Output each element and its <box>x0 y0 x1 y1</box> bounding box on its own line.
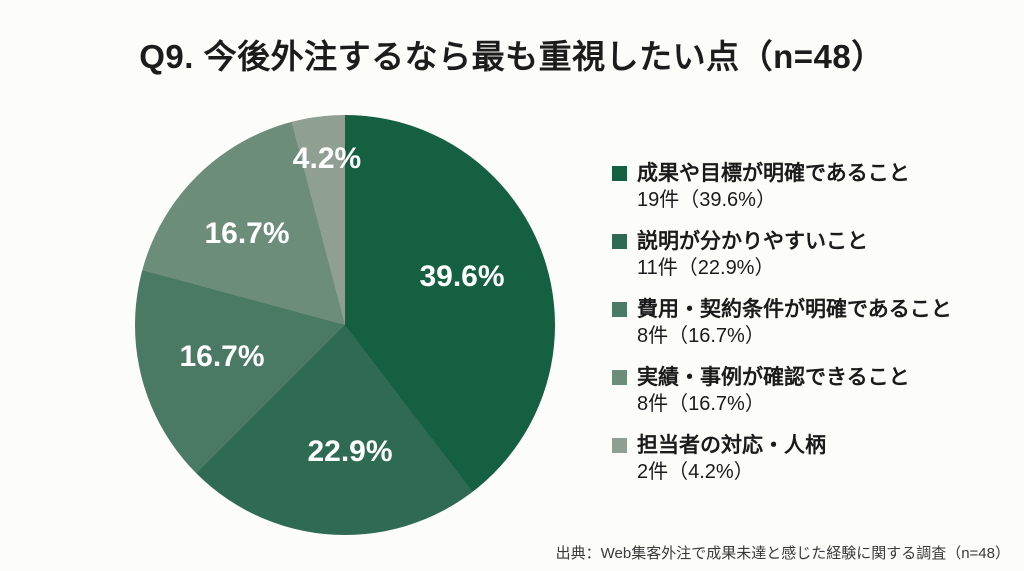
chart-title: Q9. 今後外注するなら最も重視したい点（n=48） <box>139 38 885 75</box>
legend-label: 実績・事例が確認できること <box>637 366 910 389</box>
legend-label: 担当者の対応・人柄 <box>637 434 826 457</box>
pie-slice-label-2: 22.9% <box>307 435 393 468</box>
legend-text: 費用・契約条件が明確であること 8件（16.7%） <box>637 296 952 350</box>
legend-item-1: 成果や目標が明確であること 19件（39.6%） <box>612 160 1012 214</box>
legend-swatch-icon <box>612 302 627 317</box>
pie-slice-label-3: 16.7% <box>179 340 265 373</box>
pie-slice-label-1: 39.6% <box>419 260 505 293</box>
legend-item-4: 実績・事例が確認できること 8件（16.7%） <box>612 364 1012 418</box>
legend-swatch-icon <box>612 166 627 181</box>
legend-item-2: 説明が分かりやすいこと 11件（22.9%） <box>612 228 1012 282</box>
legend-label: 成果や目標が明確であること <box>637 162 910 185</box>
legend-label: 費用・契約条件が明確であること <box>637 298 952 321</box>
legend: 成果や目標が明確であること 19件（39.6%） 説明が分かりやすいこと 11件… <box>612 160 1012 500</box>
legend-text: 説明が分かりやすいこと 11件（22.9%） <box>637 228 868 282</box>
pie-chart <box>135 115 555 535</box>
legend-swatch-icon <box>612 234 627 249</box>
legend-item-3: 費用・契約条件が明確であること 8件（16.7%） <box>612 296 1012 350</box>
legend-count: 19件（39.6%） <box>637 189 776 211</box>
legend-count: 11件（22.9%） <box>637 257 775 279</box>
legend-label: 説明が分かりやすいこと <box>637 230 868 253</box>
pie-slice-label-4: 16.7% <box>204 217 290 250</box>
legend-count: 2件（4.2%） <box>637 461 754 483</box>
legend-count: 8件（16.7%） <box>637 393 765 415</box>
pie-slice-label-5: 4.2% <box>292 142 362 175</box>
legend-text: 担当者の対応・人柄 2件（4.2%） <box>637 432 826 486</box>
legend-swatch-icon <box>612 438 627 453</box>
legend-count: 8件（16.7%） <box>637 325 765 347</box>
legend-item-5: 担当者の対応・人柄 2件（4.2%） <box>612 432 1012 486</box>
legend-text: 成果や目標が明確であること 19件（39.6%） <box>637 160 910 214</box>
legend-text: 実績・事例が確認できること 8件（16.7%） <box>637 364 910 418</box>
source-note: 出典：Web集客外注で成果未達と感じた経験に関する調査（n=48） <box>555 545 1010 562</box>
legend-swatch-icon <box>612 370 627 385</box>
